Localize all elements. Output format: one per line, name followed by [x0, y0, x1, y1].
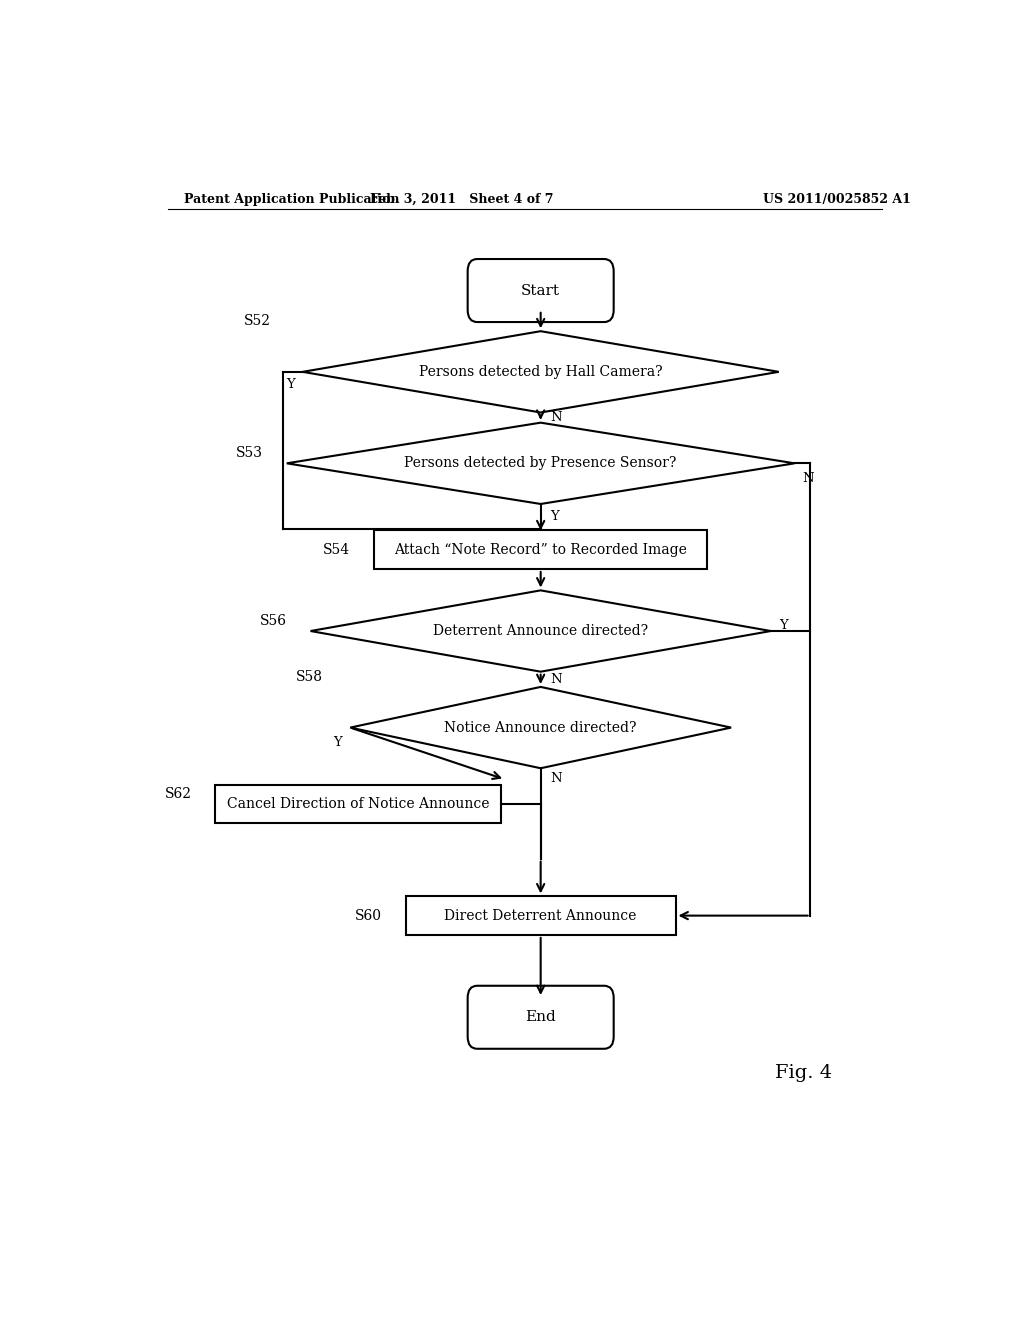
Text: Fig. 4: Fig. 4: [775, 1064, 831, 1082]
Polygon shape: [310, 590, 771, 672]
Text: S52: S52: [244, 314, 270, 329]
Text: S60: S60: [355, 908, 382, 923]
FancyBboxPatch shape: [468, 986, 613, 1049]
FancyBboxPatch shape: [468, 259, 613, 322]
Text: Y: Y: [550, 510, 559, 523]
Text: N: N: [550, 772, 562, 785]
Text: Y: Y: [286, 378, 295, 391]
Text: Persons detected by Hall Camera?: Persons detected by Hall Camera?: [419, 364, 663, 379]
Bar: [215, 784, 501, 824]
Text: Cancel Direction of Notice Announce: Cancel Direction of Notice Announce: [227, 797, 489, 810]
Text: Deterrent Announce directed?: Deterrent Announce directed?: [433, 624, 648, 638]
Bar: [406, 896, 676, 935]
Text: US 2011/0025852 A1: US 2011/0025852 A1: [763, 193, 910, 206]
Text: End: End: [525, 1010, 556, 1024]
Text: S56: S56: [260, 614, 287, 628]
Text: Patent Application Publication: Patent Application Publication: [183, 193, 399, 206]
Text: Y: Y: [779, 619, 787, 632]
Polygon shape: [303, 331, 779, 412]
Text: Persons detected by Presence Sensor?: Persons detected by Presence Sensor?: [404, 457, 677, 470]
Text: S53: S53: [236, 446, 263, 461]
Polygon shape: [287, 422, 795, 504]
Text: Y: Y: [334, 737, 342, 750]
Text: Notice Announce directed?: Notice Announce directed?: [444, 721, 637, 735]
Text: Start: Start: [521, 284, 560, 297]
Polygon shape: [350, 686, 731, 768]
Text: N: N: [550, 673, 562, 686]
Text: S62: S62: [165, 787, 191, 801]
Text: S58: S58: [296, 669, 323, 684]
Text: Attach “Note Record” to Recorded Image: Attach “Note Record” to Recorded Image: [394, 543, 687, 557]
Text: Direct Deterrent Announce: Direct Deterrent Announce: [444, 908, 637, 923]
Text: N: N: [550, 411, 562, 424]
Bar: [374, 531, 708, 569]
Text: S54: S54: [324, 543, 350, 557]
Text: Feb. 3, 2011   Sheet 4 of 7: Feb. 3, 2011 Sheet 4 of 7: [370, 193, 553, 206]
Text: N: N: [803, 473, 814, 484]
